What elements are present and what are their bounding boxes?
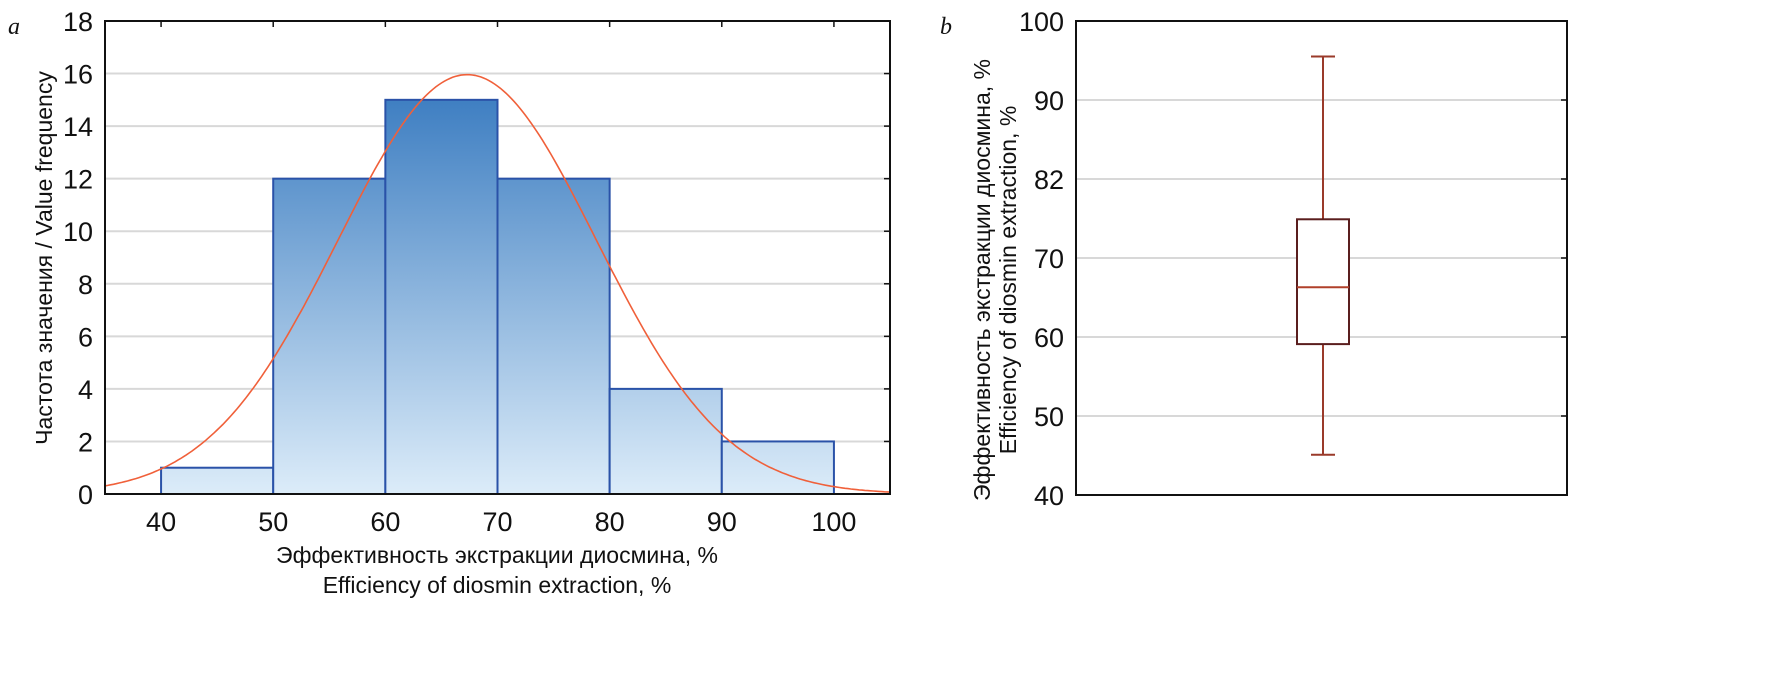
y-tick-label: 14	[63, 112, 93, 142]
x-tick-label: 100	[811, 507, 856, 537]
x-axis-label-ru: Эффективность экстракции диосмина, %	[276, 542, 718, 568]
y-tick-label: 90	[1034, 86, 1064, 116]
boxplot-panel-b: b 40 50 60 70 82 90 100 Эффективность экстракц…	[940, 7, 1568, 511]
y-tick-label: 8	[78, 270, 93, 300]
y-tick-label: 60	[1034, 323, 1064, 353]
y-tick-label: 4	[78, 375, 93, 405]
y-tick-label: 2	[78, 427, 93, 457]
y-tick-label: 18	[63, 7, 93, 37]
x-tick-label: 70	[482, 507, 512, 537]
y-axis-label: Частота значения / Value frequency	[31, 71, 57, 445]
y-tick-label: 10	[63, 217, 93, 247]
x-tick-label: 60	[370, 507, 400, 537]
histogram-panel-a: a 0 2 4 6 8 10 12 14 16 18 40 50 60 70 80 90 100 Эффекти…	[8, 7, 891, 598]
x-tick-label: 40	[146, 507, 176, 537]
histogram-bar	[720, 440, 835, 496]
normal-fit-curve	[104, 73, 891, 493]
y-tick-label: 0	[78, 480, 93, 510]
histogram-bar	[160, 466, 275, 496]
y-axis-label-ru: Эффективность экстракции диосмина, %	[969, 59, 995, 501]
y-axis-label-en: Efficiency of diosmin extraction, %	[995, 106, 1021, 455]
iqr-box	[1296, 218, 1350, 346]
y-tick-label: 70	[1034, 244, 1064, 274]
panel-label-b: b	[940, 14, 952, 40]
y-tick-label: 82	[1034, 165, 1064, 195]
y-tick-label: 16	[63, 60, 93, 90]
y-tick-label: 100	[1019, 7, 1064, 37]
histogram-bar	[272, 177, 387, 496]
y-tick-label: 40	[1034, 481, 1064, 511]
histogram-bar	[496, 177, 611, 496]
y-tick-label: 6	[78, 322, 93, 352]
panel-label-a: a	[8, 14, 20, 40]
x-axis-label-en: Efficiency of diosmin extraction, %	[323, 572, 672, 598]
x-tick-label: 90	[707, 507, 737, 537]
histogram-bar	[384, 98, 499, 495]
x-tick-label: 80	[595, 507, 625, 537]
x-tick-label: 50	[258, 507, 288, 537]
y-tick-label: 50	[1034, 402, 1064, 432]
histogram-bar	[608, 387, 723, 495]
y-tick-label: 12	[63, 165, 93, 195]
